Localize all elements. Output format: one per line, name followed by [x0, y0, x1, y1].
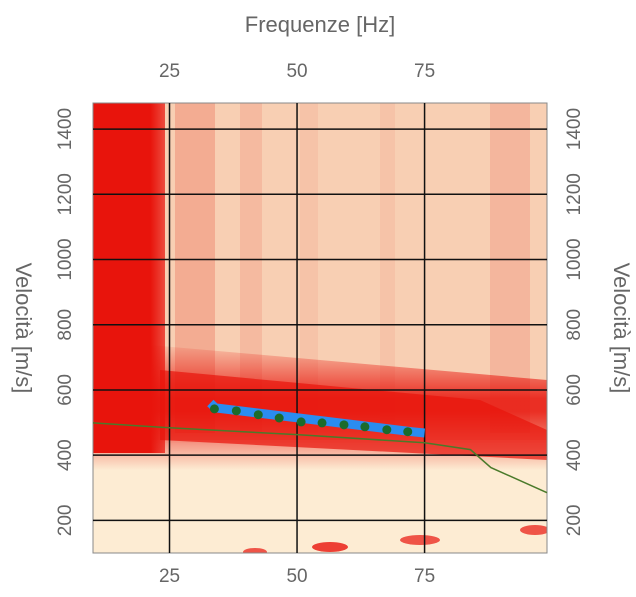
picked-point: [403, 427, 413, 437]
y-tick-label: 600: [564, 374, 585, 406]
y-tick-label: 1200: [55, 173, 76, 215]
y-axis-title: Velocità [m/s]: [11, 263, 36, 394]
picked-point: [274, 413, 284, 423]
picked-point: [253, 410, 263, 420]
picked-point: [209, 404, 219, 414]
picked-point: [382, 425, 392, 435]
y-tick-label: 1000: [55, 238, 76, 280]
picked-point: [317, 418, 327, 428]
y-tick-label: 1200: [564, 173, 585, 215]
y-axis-title-right: Velocità [m/s]: [609, 263, 634, 394]
y-tick-label: 1400: [55, 108, 76, 150]
x-tick-label: 25: [159, 61, 180, 82]
x-tick-label: 50: [286, 61, 307, 82]
x-tick-label: 75: [414, 61, 435, 82]
x-axis-title: Frequenze [Hz]: [245, 12, 395, 37]
picked-point: [231, 406, 241, 416]
y-tick-label: 800: [564, 309, 585, 341]
picked-point: [360, 422, 370, 432]
y-tick-label: 200: [55, 505, 76, 537]
y-tick-label: 1400: [564, 108, 585, 150]
y-tick-label: 400: [55, 439, 76, 471]
y-tick-label: 400: [564, 439, 585, 471]
heatmap: [93, 103, 547, 553]
x-tick-label: 50: [286, 566, 307, 587]
picked-point: [339, 420, 349, 430]
plot-frame: [92, 102, 548, 554]
x-tick-label: 75: [414, 566, 435, 587]
y-tick-label: 1000: [564, 238, 585, 280]
x-tick-label: 25: [159, 566, 180, 587]
y-tick-label: 200: [564, 505, 585, 537]
picked-point: [296, 417, 306, 427]
curve: [92, 422, 548, 494]
y-tick-label: 800: [55, 309, 76, 341]
y-tick-label: 600: [55, 374, 76, 406]
